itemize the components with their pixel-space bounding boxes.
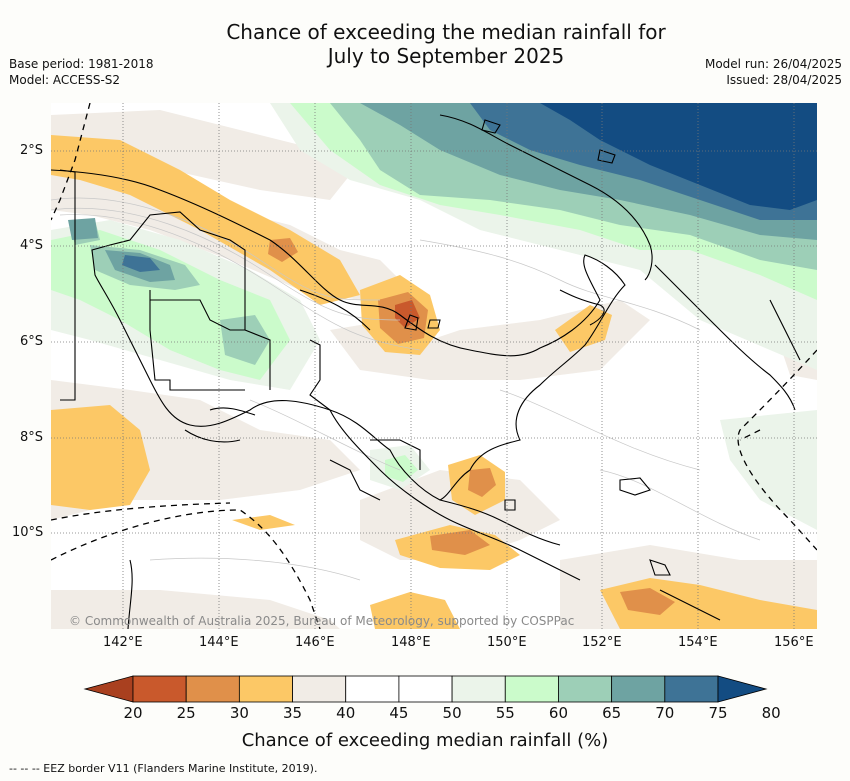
lon-label: 144°E (199, 635, 239, 650)
colorbar-swatch (664, 675, 719, 703)
colorbar-tick-label: 20 (123, 704, 143, 722)
rainfall-probability-shading (51, 103, 817, 629)
issued-date: Issued: 28/04/2025 (726, 73, 842, 87)
colorbar-title: Chance of exceeding median rainfall (%) (241, 730, 609, 751)
colorbar (83, 675, 768, 703)
base-period: Base period: 1981-2018 (9, 57, 154, 71)
lat-label: 8°S (20, 430, 44, 445)
colorbar-swatch (504, 675, 559, 703)
eez-footnote: -- -- -- EEZ border V11 (Flanders Marine… (9, 762, 318, 775)
colorbar-tick-label: 70 (655, 704, 675, 722)
colorbar-tick-label: 45 (389, 704, 409, 722)
colorbar-swatch (345, 675, 400, 703)
model-run: Model run: 26/04/2025 (704, 57, 842, 71)
eez-borders (51, 103, 817, 629)
colorbar-tick-label: 80 (761, 704, 781, 722)
colorbar-swatch (238, 675, 293, 703)
colorbar-tick-label: 55 (495, 704, 515, 722)
meta-right: Model run: 26/04/2025 Issued: 28/04/2025 (705, 56, 842, 88)
lat-label: 6°S (20, 334, 44, 349)
colorbar-tick-label: 50 (442, 704, 462, 722)
lon-label: 146°E (295, 635, 335, 650)
colorbar-tick-label: 75 (708, 704, 728, 722)
meta-left: Base period: 1981-2018 Model: ACCESS-S2 (9, 56, 154, 88)
colorbar-tick-label: 25 (176, 704, 196, 722)
colorbar-swatch (398, 675, 453, 703)
map-title-line1: Chance of exceeding the median rainfall … (226, 20, 666, 44)
coastlines (51, 114, 801, 629)
lon-label: 154°E (678, 635, 718, 650)
colorbar-tick-label: 40 (336, 704, 356, 722)
lon-label: 150°E (487, 635, 527, 650)
colorbar-extend-high (717, 675, 768, 703)
colorbar-tick-label: 30 (229, 704, 249, 722)
lon-label: 156°E (774, 635, 814, 650)
model-name: Model: ACCESS-S2 (9, 73, 121, 87)
colorbar-swatch (558, 675, 613, 703)
colorbar-swatch (451, 675, 506, 703)
colorbar-tick-label: 60 (548, 704, 568, 722)
lat-label: 10°S (12, 525, 44, 540)
colorbar-swatch (292, 675, 347, 703)
colorbar-swatch (132, 675, 187, 703)
colorbar-tick-label: 35 (282, 704, 303, 722)
colorbar-extend-low (83, 675, 134, 703)
lat-label: 2°S (20, 143, 44, 158)
lat-label: 4°S (20, 238, 44, 253)
map-title-line2: July to September 2025 (327, 44, 565, 68)
lon-label: 152°E (582, 635, 622, 650)
graticule (51, 103, 817, 629)
lon-label: 148°E (391, 635, 431, 650)
colorbar-tick-label: 65 (602, 704, 622, 722)
colorbar-swatch (185, 675, 240, 703)
lon-label: 142°E (103, 635, 143, 650)
colorbar-swatch (611, 675, 666, 703)
copyright-notice: © Commonwealth of Australia 2025, Bureau… (69, 614, 575, 628)
